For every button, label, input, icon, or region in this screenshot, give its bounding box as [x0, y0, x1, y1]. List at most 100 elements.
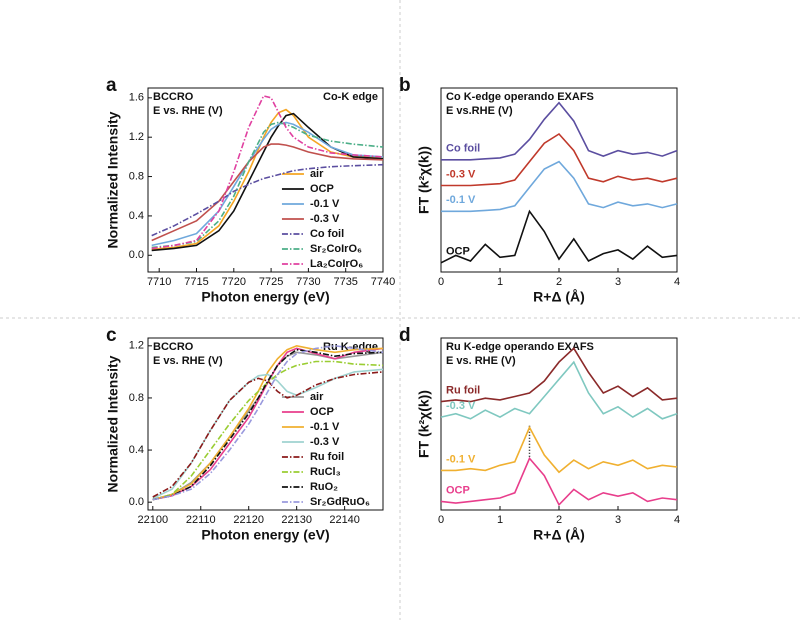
panel-label: c	[106, 325, 117, 346]
x-tick-label: 2	[556, 514, 562, 526]
panel-label: d	[399, 325, 411, 346]
series-label: -0.3 V	[446, 168, 476, 180]
panel-header: Co K-edge operando EXAFS	[446, 91, 594, 103]
series-label: -0.1 V	[446, 453, 476, 465]
series-line	[441, 425, 678, 474]
panel-header: E vs. RHE (V)	[153, 105, 223, 117]
edge-label: Co-K edge	[323, 91, 378, 103]
x-tick-label: 7740	[371, 276, 395, 288]
y-tick-label: 0.0	[129, 249, 144, 261]
series-label: -0.1 V	[446, 194, 476, 206]
series-line	[440, 360, 678, 420]
legend-label: Sr₂GdRuO₆	[310, 496, 370, 508]
series-line	[152, 348, 384, 501]
x-tick-label: 4	[674, 514, 680, 526]
legend-label: air	[310, 391, 324, 403]
x-tick-label: 22100	[137, 514, 168, 526]
x-tick-label: 2	[556, 276, 562, 288]
panel-header: E vs. RHE (V)	[446, 355, 516, 367]
y-tick-label: 0.4	[129, 444, 144, 456]
series-label: OCP	[446, 484, 470, 496]
series-label: Co foil	[446, 143, 480, 155]
x-tick-label: 0	[438, 514, 444, 526]
series-line	[441, 160, 678, 213]
y-tick-label: 0.8	[129, 170, 144, 182]
x-tick-label: 22140	[329, 514, 360, 526]
x-tick-label: 22130	[281, 514, 312, 526]
x-tick-label: 7735	[333, 276, 357, 288]
x-tick-label: 1	[497, 276, 503, 288]
legend-label: air	[310, 168, 324, 180]
x-tick-label: 1	[497, 514, 503, 526]
series-line	[151, 121, 384, 247]
y-tick-label: 0.4	[129, 210, 144, 222]
panel-header: BCCRO	[153, 341, 194, 353]
panel-label: b	[399, 75, 411, 96]
panel-header: BCCRO	[153, 91, 194, 103]
x-axis-label: Photon energy (eV)	[201, 289, 329, 305]
y-tick-label: 1.6	[129, 92, 144, 104]
legend-label: La₂CoIrO₆	[310, 258, 363, 270]
series-line	[441, 132, 678, 187]
y-tick-label: 0.8	[129, 392, 144, 404]
series-line	[151, 108, 383, 251]
series-line	[440, 209, 678, 264]
legend-label: -0.1 V	[310, 421, 340, 433]
series-line	[152, 371, 384, 498]
plot-frame	[147, 87, 384, 273]
series-line	[152, 368, 384, 500]
legend-label: -0.1 V	[310, 198, 340, 210]
legend-label: Co foil	[310, 228, 344, 240]
series-line	[152, 344, 384, 501]
series-line	[151, 94, 384, 250]
series-line	[151, 163, 384, 237]
x-tick-label: 0	[438, 276, 444, 288]
series-line	[440, 456, 678, 507]
x-axis-label: R+Δ (Å)	[533, 527, 585, 543]
series-line	[151, 121, 384, 249]
series-line	[441, 101, 678, 161]
series-line	[152, 347, 384, 501]
x-axis-label: R+Δ (Å)	[533, 289, 585, 305]
x-tick-label: 7730	[296, 276, 320, 288]
x-axis-label: Photon energy (eV)	[201, 527, 329, 543]
panel-header: E vs.RHE (V)	[446, 105, 513, 117]
x-tick-label: 22120	[233, 514, 264, 526]
x-tick-label: 7725	[259, 276, 283, 288]
x-tick-label: 7710	[147, 276, 171, 288]
panel-header: Ru K-edge operando EXAFS	[446, 341, 594, 353]
x-tick-label: 7715	[184, 276, 208, 288]
y-tick-label: 1.2	[129, 131, 144, 143]
plot-frame	[147, 337, 384, 511]
y-tick-label: 0.0	[129, 496, 144, 508]
legend-label: -0.3 V	[310, 213, 340, 225]
series-line	[152, 360, 384, 501]
series-line	[151, 143, 384, 242]
panel-label: a	[106, 75, 117, 96]
y-axis-label: FT (k²χ(k))	[416, 390, 432, 458]
series-label: Ru foil	[446, 385, 480, 397]
panel-header: E vs. RHE (V)	[153, 355, 223, 367]
legend-label: RuCl₃	[310, 466, 341, 478]
y-axis-label: Normalized Intensity	[105, 355, 121, 492]
y-tick-label: 1.2	[129, 340, 144, 352]
y-axis-label: Normalized Intensity	[105, 111, 121, 248]
legend-label: Sr₂CoIrO₆	[310, 243, 362, 255]
series-label: OCP	[446, 246, 470, 258]
series-line	[440, 347, 678, 403]
x-tick-label: 3	[615, 514, 621, 526]
series-line	[151, 112, 384, 252]
legend-label: Ru foil	[310, 451, 344, 463]
x-tick-label: 7720	[222, 276, 246, 288]
x-tick-label: 4	[674, 276, 680, 288]
x-tick-label: 3	[615, 276, 621, 288]
legend-label: OCP	[310, 406, 334, 418]
legend-label: -0.3 V	[310, 436, 340, 448]
series-label: -0.3 V	[446, 400, 476, 412]
x-tick-label: 22110	[186, 514, 216, 526]
legend-label: OCP	[310, 183, 334, 195]
legend-label: RuO₂	[310, 481, 338, 493]
y-axis-label: FT (k²χ(k))	[416, 146, 432, 214]
